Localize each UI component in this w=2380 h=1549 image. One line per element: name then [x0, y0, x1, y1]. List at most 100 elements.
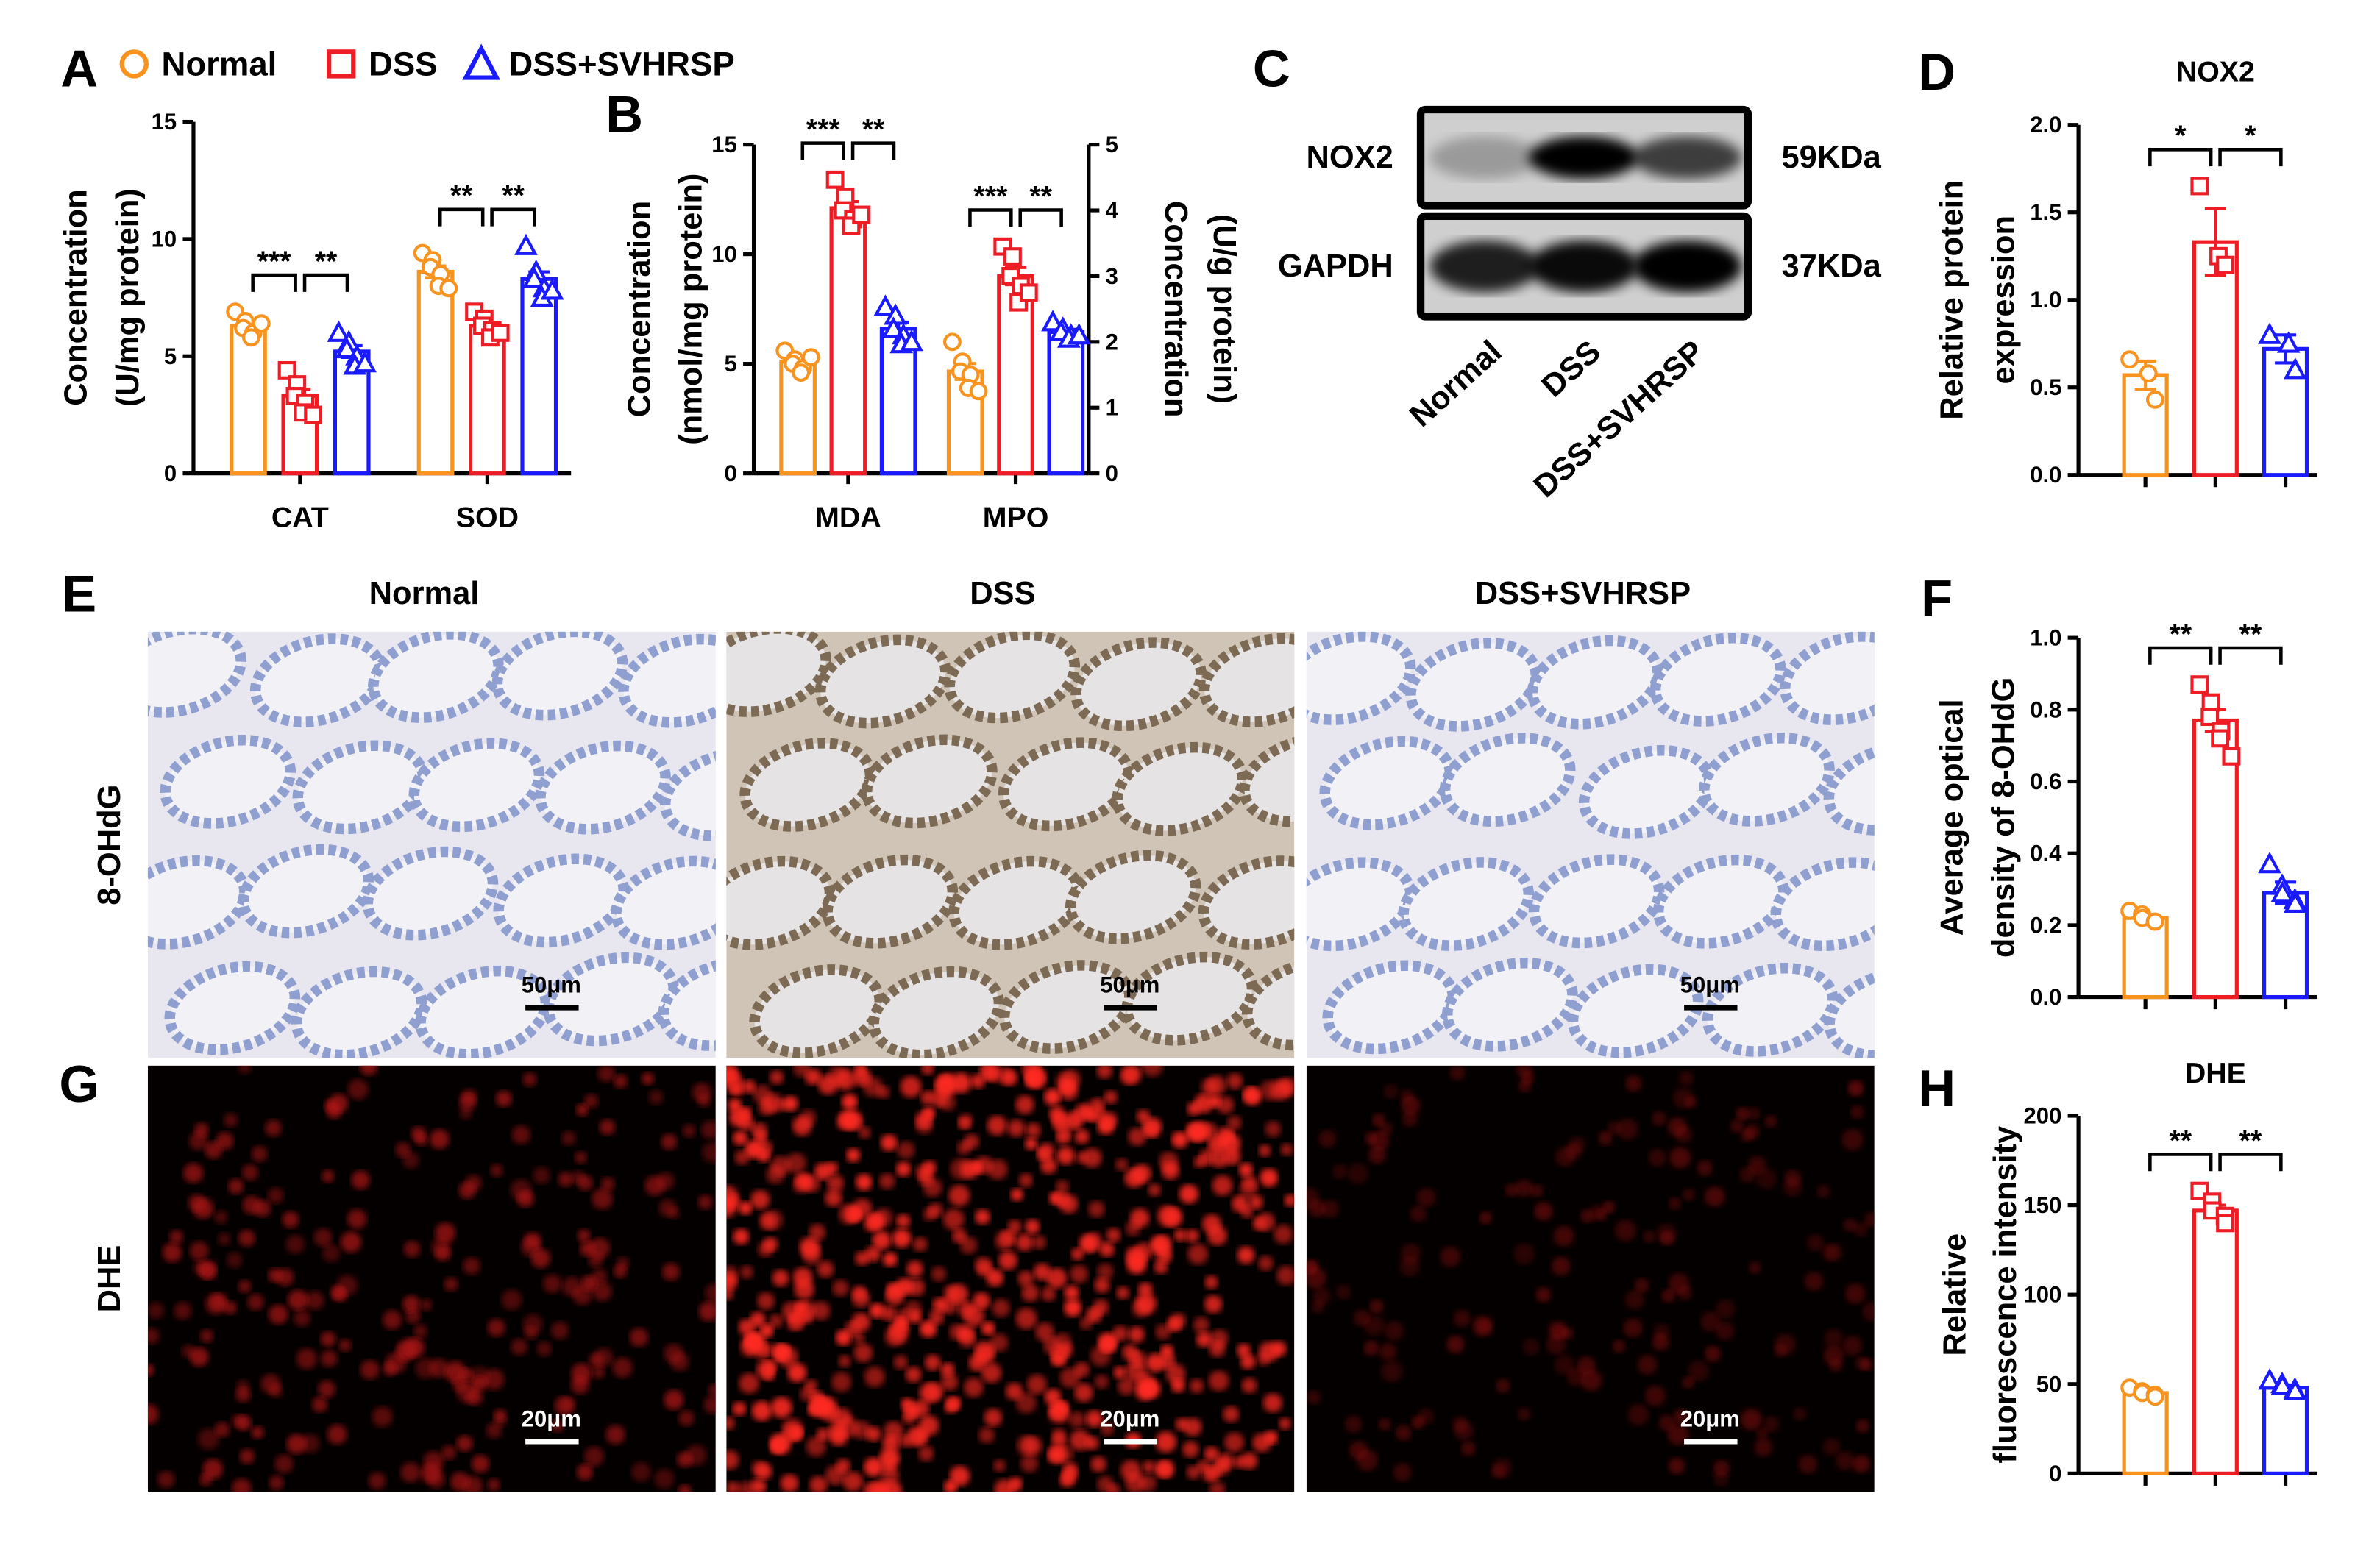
fluorescent-cell	[1137, 1282, 1153, 1297]
fluorescent-cell	[728, 1098, 742, 1112]
fluorescent-cell	[1516, 1065, 1532, 1078]
fluorescent-cell	[1005, 1383, 1023, 1400]
fluorescent-cell	[223, 1300, 238, 1314]
crypt	[1439, 733, 1576, 827]
fluorescent-cell	[251, 1145, 268, 1162]
fluorescent-cell	[1535, 1286, 1552, 1303]
data-point	[2270, 880, 2295, 902]
fluorescent-cell	[642, 1072, 654, 1086]
fluorescent-cell	[981, 1321, 995, 1336]
fluorescent-cell	[1418, 1408, 1434, 1425]
fluorescent-cell	[990, 1333, 1009, 1352]
fluorescent-cell	[1668, 1457, 1685, 1475]
significance-bracket	[800, 141, 845, 160]
fluorescent-cell	[1561, 1327, 1574, 1340]
fluorescent-cell	[1161, 1161, 1179, 1180]
fluorescent-cell	[193, 1261, 207, 1275]
fluorescent-cell	[809, 1224, 826, 1241]
fluorescent-cell	[770, 1070, 784, 1085]
fluorescent-cell	[1113, 1366, 1126, 1379]
fluorescent-cell	[522, 1072, 537, 1086]
fluorescent-cell	[781, 1301, 802, 1322]
fluorescent-cell	[654, 1469, 675, 1489]
chart: 0 5 10 15 0 1 2 3 4 5 Concentration (nmol/mg protei…	[622, 113, 1242, 534]
crypt	[1823, 741, 1875, 836]
fluorescent-cell	[852, 1198, 873, 1219]
crypt	[1239, 733, 1295, 827]
dark-field	[1306, 1065, 1875, 1492]
scale-bar-label: 50μm	[1680, 972, 1740, 998]
fluorescent-cell	[583, 1094, 599, 1108]
bar	[2192, 240, 2239, 477]
fluorescent-cell	[1347, 1163, 1368, 1184]
fluorescent-cell	[1530, 1183, 1544, 1197]
fluorescent-cell	[734, 1150, 750, 1165]
fluorescent-cell	[750, 1122, 768, 1139]
fluorescent-cell	[751, 1400, 772, 1421]
fluorescent-cell	[1271, 1341, 1287, 1357]
fluorescent-cell	[312, 1397, 328, 1413]
crypt	[1441, 957, 1578, 1052]
panel-label: G	[59, 1055, 99, 1113]
fluorescent-cell	[1307, 1390, 1321, 1405]
significance-bracket	[850, 141, 896, 160]
micrograph	[1306, 1065, 1875, 1492]
fluorescent-cell	[285, 1235, 305, 1254]
fluorescent-cell	[1084, 1436, 1099, 1450]
fluorescent-cell	[1064, 1299, 1081, 1317]
y-tick-label: 0.8	[2030, 697, 2061, 722]
significance-label: ***	[257, 245, 292, 277]
fluorescent-cell	[1856, 1420, 1869, 1433]
fluorescent-cell	[1212, 1175, 1233, 1196]
column-header: Normal	[369, 576, 480, 611]
fluorescent-cell	[1332, 1164, 1348, 1179]
panel-label: C	[1253, 40, 1290, 98]
fluorescent-cell	[1237, 1246, 1255, 1264]
fluorescent-cell	[1864, 1212, 1875, 1228]
fluorescent-cell	[940, 1362, 955, 1378]
crypt	[658, 957, 716, 1051]
fluorescent-cell	[1496, 1378, 1510, 1393]
chart: 0.0 0.2 0.4 0.6 0.8 1.0 Average optical density…	[1934, 618, 2318, 1010]
fluorescent-cell	[1384, 1321, 1404, 1341]
fluorescent-cell	[405, 1337, 425, 1358]
fluorescent-cell	[1170, 1313, 1187, 1329]
fluorescent-cell	[1150, 1236, 1168, 1254]
fluorescent-cell	[1127, 1247, 1142, 1262]
crypt	[368, 631, 504, 723]
fluorescent-cell	[697, 1194, 713, 1210]
fluorescent-cell	[1132, 1164, 1151, 1183]
fluorescent-cell	[1056, 1147, 1075, 1165]
fluorescent-cell	[1679, 1071, 1694, 1086]
fluorescent-cell	[413, 1324, 427, 1339]
fluorescent-cell	[1196, 1459, 1209, 1473]
fluorescent-cell	[838, 1355, 851, 1367]
fluorescent-cell	[1121, 1065, 1142, 1085]
significance-bracket	[968, 208, 1013, 227]
fluorescent-cell	[599, 1119, 616, 1136]
fluorescent-cell	[738, 1481, 755, 1492]
fluorescent-cell	[296, 1348, 317, 1370]
fluorescent-cell	[1661, 1289, 1676, 1303]
fluorescent-cell	[1598, 1130, 1613, 1145]
fluorescent-cell	[1853, 1455, 1870, 1473]
fluorescent-cell	[1625, 1290, 1644, 1309]
fluorescent-cell	[1823, 1438, 1841, 1456]
fluorescent-cell	[898, 1434, 912, 1447]
fluorescent-cell	[806, 1402, 820, 1416]
fluorescent-cell	[238, 1280, 252, 1293]
fluorescent-cell	[1112, 1325, 1129, 1342]
fluorescent-cell	[1226, 1073, 1243, 1089]
data-point	[277, 360, 296, 380]
fluorescent-cell	[1260, 1168, 1279, 1187]
y-tick-label: 15	[711, 132, 737, 157]
fluorescent-cell	[644, 1175, 665, 1196]
fluorescent-cell	[1242, 1175, 1257, 1190]
fluorescent-cell	[327, 1424, 347, 1445]
fluorescent-cell	[1237, 1343, 1251, 1358]
fluorescent-cell	[1142, 1379, 1161, 1398]
fluorescent-cell	[1652, 1111, 1666, 1126]
fluorescent-cell	[1120, 1460, 1142, 1481]
data-point	[242, 328, 260, 347]
crypt	[944, 631, 1081, 724]
